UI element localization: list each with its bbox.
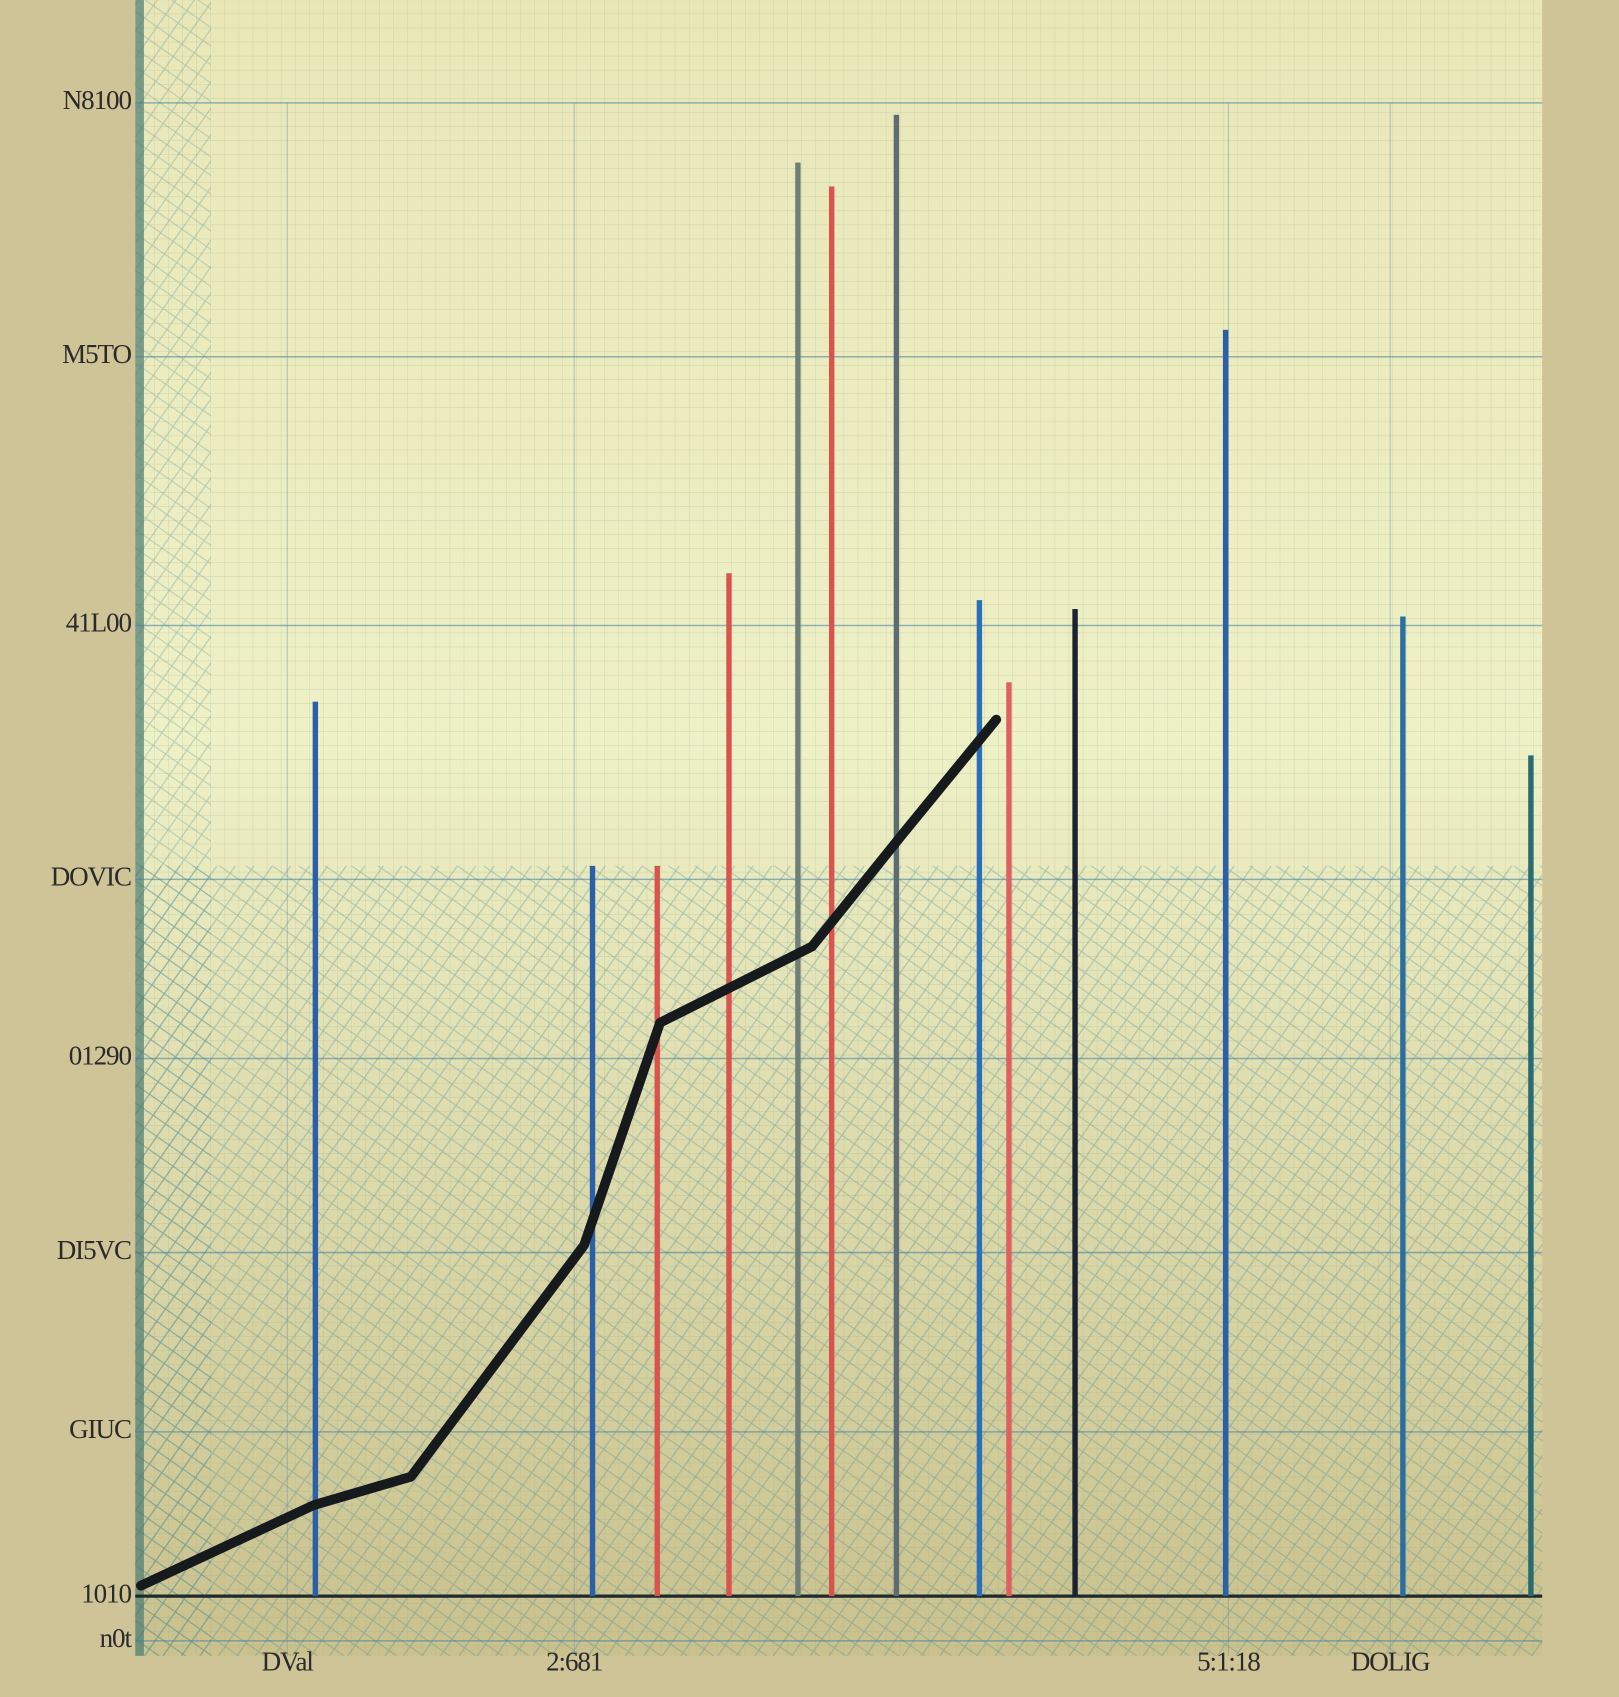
bar: [312, 701, 319, 1597]
y-tick-label: 41L00: [66, 608, 132, 638]
y-tick-label: DI5VC: [57, 1235, 131, 1265]
x-tick-label: 2:681: [546, 1647, 602, 1677]
y-tick-label: 1010: [81, 1578, 131, 1608]
bar: [893, 114, 900, 1597]
bar: [1222, 329, 1229, 1597]
x-tick-label: DOLIG: [1351, 1647, 1430, 1677]
bar: [1006, 682, 1012, 1597]
y-tick-label: M5TO: [62, 339, 131, 369]
y-tick-label: GIUC: [69, 1414, 131, 1444]
texture: [135, 0, 212, 1656]
bar: [795, 162, 801, 1597]
x-tick-label: 5:1:18: [1197, 1647, 1260, 1677]
bar: [1528, 755, 1534, 1597]
bar: [654, 865, 660, 1597]
bar: [976, 600, 983, 1597]
y-tick-label: 01290: [69, 1041, 132, 1071]
y-tick-label: DOVIC: [51, 862, 131, 892]
y-tick-label: N8100: [63, 85, 132, 115]
bar: [1400, 616, 1406, 1597]
bar: [1072, 609, 1078, 1597]
bar: [828, 186, 835, 1597]
bar: [726, 573, 732, 1597]
y-tick-label: n0t: [100, 1623, 133, 1653]
line: [136, 714, 1002, 1591]
x-tick-label: DVal: [262, 1647, 314, 1677]
y-axis: [135, 0, 144, 1656]
texture: [135, 865, 1543, 1656]
